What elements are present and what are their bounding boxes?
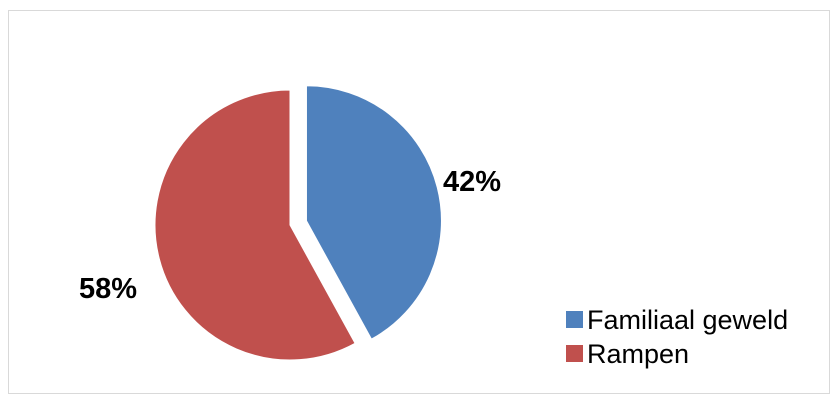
legend-swatch-rampen: [566, 345, 583, 362]
pie-slice-rampen: [154, 89, 356, 361]
legend-label-rampen: Rampen: [587, 339, 689, 369]
pie-slice-familiaal-geweld: [305, 85, 442, 340]
data-label-familiaal-geweld: 42%: [443, 166, 501, 198]
legend-label-familiaal-geweld: Familiaal geweld: [587, 305, 788, 335]
legend: Familiaal geweld Rampen: [566, 305, 788, 369]
pie-slices: [154, 85, 442, 361]
data-label-rampen: 58%: [79, 273, 137, 305]
legend-swatch-familiaal-geweld: [566, 311, 583, 328]
pie-data-labels: 42% 58%: [79, 166, 501, 305]
